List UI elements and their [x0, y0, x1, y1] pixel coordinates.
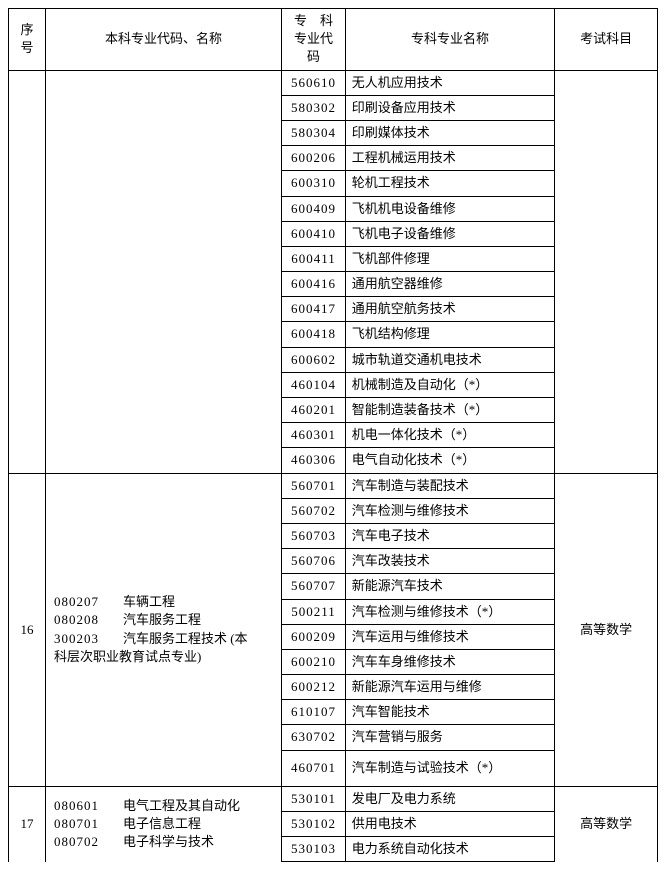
seq-cell: 16	[9, 473, 46, 786]
zk-code-cell: 560610	[282, 70, 346, 95]
zk-name-cell: 汽车运用与维修技术	[345, 624, 554, 649]
zk-name-cell: 发电厂及电力系统	[345, 786, 554, 811]
exam-cell	[555, 70, 658, 473]
table-row: 560610无人机应用技术	[9, 70, 658, 95]
header-exam: 考试科目	[555, 9, 658, 71]
zk-name-cell: 汽车车身维修技术	[345, 649, 554, 674]
bk-line: 080207 车辆工程	[54, 593, 275, 611]
zk-name-cell: 汽车电子技术	[345, 523, 554, 548]
exam-cell: 高等数学	[555, 786, 658, 862]
zk-code-cell: 600409	[282, 196, 346, 221]
table-row: 16080207 车辆工程080208 汽车服务工程300203 汽车服务工程技…	[9, 473, 658, 498]
zk-code-cell: 530101	[282, 786, 346, 811]
zk-name-cell: 无人机应用技术	[345, 70, 554, 95]
zk-code-cell: 600602	[282, 347, 346, 372]
bk-line: 080208 汽车服务工程	[54, 611, 275, 629]
zk-code-cell: 560702	[282, 498, 346, 523]
bk-line: 300203 汽车服务工程技术 (本	[54, 630, 275, 648]
bk-code: 080702	[54, 833, 110, 851]
zk-name-cell: 电气自动化技术（*）	[345, 448, 554, 473]
zk-name-cell: 机电一体化技术（*）	[345, 423, 554, 448]
bk-line: 080601 电气工程及其自动化	[54, 797, 275, 815]
zk-name-cell: 城市轨道交通机电技术	[345, 347, 554, 372]
zk-name-cell: 汽车改装技术	[345, 549, 554, 574]
zk-code-cell: 630702	[282, 725, 346, 750]
zk-name-cell: 飞机结构修理	[345, 322, 554, 347]
zk-name-cell: 新能源汽车运用与维修	[345, 675, 554, 700]
zk-code-cell: 500211	[282, 599, 346, 624]
zk-name-cell: 通用航空器维修	[345, 272, 554, 297]
zk-name-cell: 汽车智能技术	[345, 700, 554, 725]
bk-code: 080207	[54, 593, 110, 611]
zk-name-cell: 机械制造及自动化（*）	[345, 372, 554, 397]
zk-name-cell: 飞机机电设备维修	[345, 196, 554, 221]
zk-code-cell: 600418	[282, 322, 346, 347]
bk-cell: 080601 电气工程及其自动化080701 电子信息工程080702 电子科学…	[45, 786, 281, 862]
zk-code-cell: 460104	[282, 372, 346, 397]
zk-code-cell: 580302	[282, 95, 346, 120]
zk-code-cell: 530102	[282, 811, 346, 836]
seq-cell	[9, 70, 46, 473]
exam-cell: 高等数学	[555, 473, 658, 786]
zk-code-cell: 600210	[282, 649, 346, 674]
zk-code-cell: 460201	[282, 398, 346, 423]
zk-code-cell: 560707	[282, 574, 346, 599]
zk-name-cell: 汽车制造与装配技术	[345, 473, 554, 498]
table-row: 17080601 电气工程及其自动化080701 电子信息工程080702 电子…	[9, 786, 658, 811]
zk-name-cell: 通用航空航务技术	[345, 297, 554, 322]
zk-code-cell: 530103	[282, 837, 346, 862]
zk-name-cell: 飞机电子设备维修	[345, 221, 554, 246]
header-code: 专 科 专业代码	[282, 9, 346, 71]
zk-code-cell: 580304	[282, 120, 346, 145]
zk-name-cell: 汽车检测与维修技术（*）	[345, 599, 554, 624]
seq-cell: 17	[9, 786, 46, 862]
bk-line: 080702 电子科学与技术	[54, 833, 275, 851]
bk-code: 080701	[54, 815, 110, 833]
header-bk: 本科专业代码、名称	[45, 9, 281, 71]
zk-code-cell: 600209	[282, 624, 346, 649]
header-name: 专科专业名称	[345, 9, 554, 71]
bk-cell: 080207 车辆工程080208 汽车服务工程300203 汽车服务工程技术 …	[45, 473, 281, 786]
bk-code: 080601	[54, 797, 110, 815]
zk-code-cell: 560701	[282, 473, 346, 498]
zk-code-cell: 600417	[282, 297, 346, 322]
zk-name-cell: 印刷设备应用技术	[345, 95, 554, 120]
zk-code-cell: 560706	[282, 549, 346, 574]
zk-name-cell: 汽车检测与维修技术	[345, 498, 554, 523]
header-seq: 序号	[9, 9, 46, 71]
zk-name-cell: 轮机工程技术	[345, 171, 554, 196]
zk-name-cell: 智能制造装备技术（*）	[345, 398, 554, 423]
zk-code-cell: 600411	[282, 246, 346, 271]
zk-name-cell: 印刷媒体技术	[345, 120, 554, 145]
zk-name-cell: 新能源汽车技术	[345, 574, 554, 599]
bk-code: 300203	[54, 630, 110, 648]
majors-table: 序号 本科专业代码、名称 专 科 专业代码 专科专业名称 考试科目 560610…	[8, 8, 658, 862]
zk-code-cell: 610107	[282, 700, 346, 725]
bk-code: 080208	[54, 611, 110, 629]
zk-code-cell: 600212	[282, 675, 346, 700]
zk-name-cell: 飞机部件修理	[345, 246, 554, 271]
zk-code-cell: 600410	[282, 221, 346, 246]
zk-code-cell: 600206	[282, 146, 346, 171]
zk-code-cell: 600310	[282, 171, 346, 196]
zk-name-cell: 电力系统自动化技术	[345, 837, 554, 862]
bk-cell	[45, 70, 281, 473]
zk-name-cell: 供用电技术	[345, 811, 554, 836]
zk-code-cell: 560703	[282, 523, 346, 548]
zk-name-cell: 工程机械运用技术	[345, 146, 554, 171]
zk-code-cell: 600416	[282, 272, 346, 297]
zk-code-cell: 460301	[282, 423, 346, 448]
bk-line: 080701 电子信息工程	[54, 815, 275, 833]
zk-code-cell: 460306	[282, 448, 346, 473]
zk-code-cell: 460701	[282, 750, 346, 786]
bk-line: 科层次职业教育试点专业)	[54, 648, 275, 666]
zk-name-cell: 汽车制造与试验技术（*）	[345, 750, 554, 786]
table-header-row: 序号 本科专业代码、名称 专 科 专业代码 专科专业名称 考试科目	[9, 9, 658, 71]
zk-name-cell: 汽车营销与服务	[345, 725, 554, 750]
